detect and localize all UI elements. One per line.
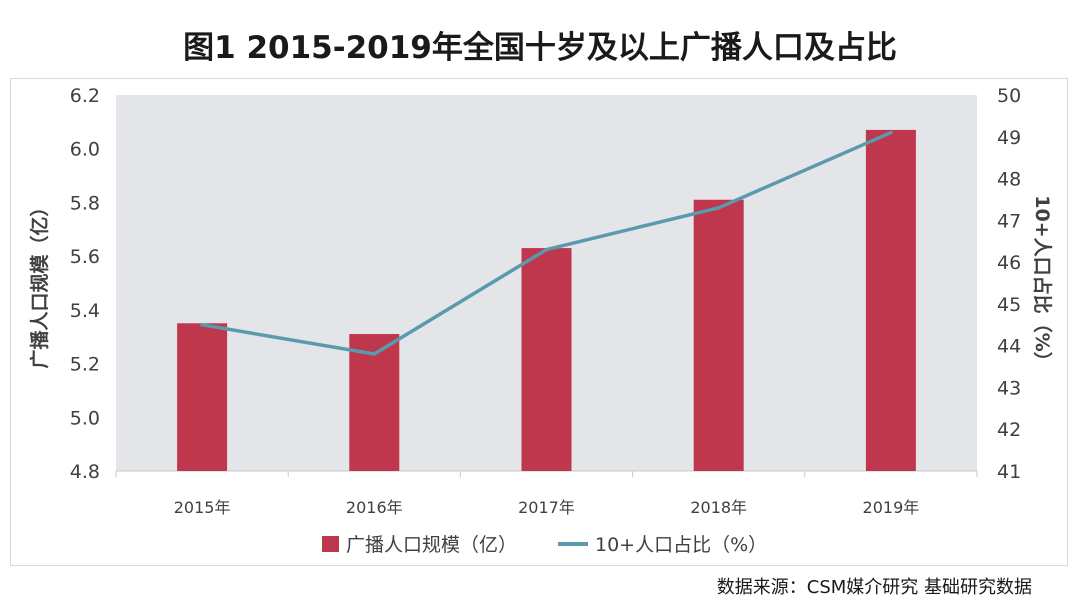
legend-bar-swatch bbox=[322, 536, 339, 552]
chart-title: 图1 2015-2019年全国十岁及以上广播人口及占比 bbox=[183, 30, 897, 66]
right-tick-label: 48 bbox=[997, 169, 1021, 191]
left-tick-label: 5.8 bbox=[70, 192, 100, 214]
bar-series bbox=[177, 129, 916, 471]
x-tick-label: 2015年 bbox=[174, 498, 231, 517]
left-tick-label: 5.6 bbox=[70, 246, 100, 268]
bar-2019年 bbox=[865, 129, 916, 471]
right-tick-label: 49 bbox=[997, 127, 1021, 149]
line-point bbox=[372, 352, 376, 356]
chart-frame bbox=[10, 78, 1068, 566]
x-tick-label: 2018年 bbox=[690, 498, 747, 517]
bar-2015年 bbox=[177, 323, 228, 471]
bar-2016年 bbox=[349, 334, 400, 471]
right-tick-label: 50 bbox=[997, 85, 1021, 107]
left-tick-label: 6.2 bbox=[70, 85, 100, 107]
legend: 广播人口规模（亿） 10+人口占比（%） bbox=[322, 534, 767, 556]
legend-line-label: 10+人口占比（%） bbox=[595, 534, 767, 556]
right-tick-label: 45 bbox=[997, 294, 1021, 316]
right-tick-label: 41 bbox=[997, 461, 1021, 483]
legend-bar-label: 广播人口规模（亿） bbox=[346, 534, 517, 556]
x-tick-label: 2016年 bbox=[346, 498, 403, 517]
x-axis-ticks: 2015年 2016年 2017年 2018年 2019年 bbox=[115, 471, 978, 517]
right-tick-label: 44 bbox=[997, 336, 1021, 358]
line-point bbox=[889, 131, 893, 135]
right-tick-label: 43 bbox=[997, 377, 1021, 399]
right-tick-label: 46 bbox=[997, 252, 1021, 274]
bar-2018年 bbox=[693, 199, 744, 471]
left-axis-ticks: 4.8 5.0 5.2 5.4 5.6 5.8 6.0 6.2 bbox=[70, 85, 100, 483]
left-axis-label: 广播人口规模（亿） bbox=[28, 197, 51, 368]
line-point bbox=[717, 206, 721, 210]
left-tick-label: 5.2 bbox=[70, 354, 100, 376]
line-point bbox=[200, 323, 204, 327]
x-tick-label: 2019年 bbox=[863, 498, 920, 517]
right-axis-ticks: 41 42 43 44 45 46 47 48 49 50 bbox=[997, 85, 1021, 483]
line-series bbox=[200, 130, 893, 356]
left-tick-label: 4.8 bbox=[70, 461, 100, 483]
bar-2017年 bbox=[521, 248, 572, 471]
right-tick-label: 47 bbox=[997, 210, 1021, 232]
left-tick-label: 5.0 bbox=[70, 407, 100, 429]
left-tick-label: 6.0 bbox=[70, 139, 100, 161]
x-tick-label: 2017年 bbox=[518, 498, 575, 517]
line-point bbox=[545, 248, 548, 252]
left-tick-label: 5.4 bbox=[70, 300, 100, 322]
right-tick-label: 42 bbox=[997, 419, 1021, 441]
right-axis-label: 10+人口占比（%） bbox=[1031, 195, 1054, 370]
data-source-note: 数据来源：CSM媒介研究 基础研究数据 bbox=[716, 577, 1032, 598]
